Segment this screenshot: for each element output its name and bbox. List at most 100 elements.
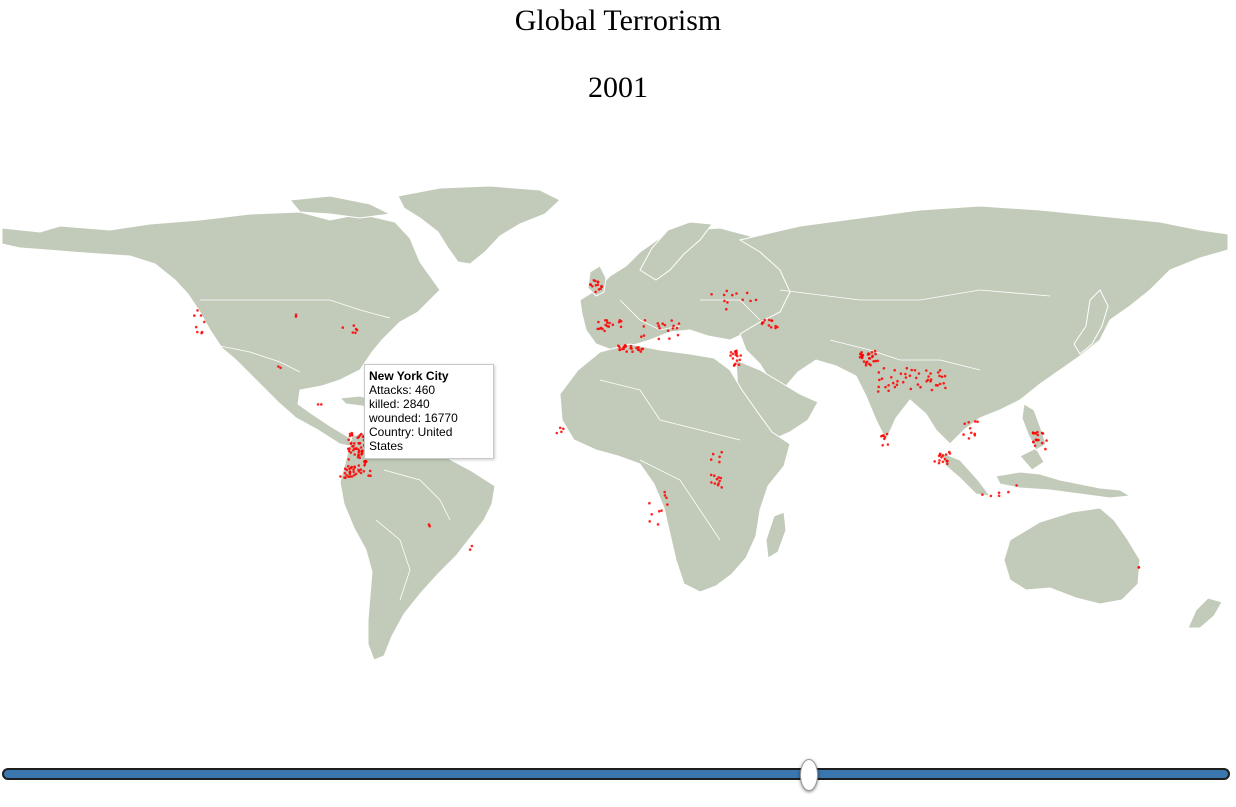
- attack-point[interactable]: [725, 307, 728, 311]
- attack-point[interactable]: [641, 347, 645, 351]
- attack-point[interactable]: [618, 345, 621, 349]
- attack-point[interactable]: [944, 453, 948, 456]
- attack-point[interactable]: [316, 403, 320, 406]
- attack-point[interactable]: [731, 357, 735, 360]
- attack-point[interactable]: [294, 313, 298, 317]
- attack-point[interactable]: [346, 465, 350, 468]
- attack-point[interactable]: [895, 383, 899, 387]
- attack-point[interactable]: [362, 470, 366, 473]
- attack-point[interactable]: [353, 447, 356, 451]
- attack-point[interactable]: [884, 385, 887, 389]
- attack-point[interactable]: [359, 471, 363, 475]
- attack-point[interactable]: [661, 322, 664, 326]
- attack-point[interactable]: [731, 293, 734, 297]
- attack-point[interactable]: [357, 453, 360, 457]
- attack-point[interactable]: [618, 348, 621, 352]
- attack-point[interactable]: [666, 329, 670, 333]
- attack-point[interactable]: [600, 284, 603, 288]
- attack-point[interactable]: [891, 381, 895, 385]
- attack-point[interactable]: [348, 434, 352, 438]
- attack-point[interactable]: [356, 455, 360, 459]
- attack-point[interactable]: [735, 292, 738, 295]
- attack-point[interactable]: [347, 438, 350, 442]
- attack-point[interactable]: [650, 513, 653, 516]
- attack-point[interactable]: [468, 548, 472, 551]
- year-slider-track[interactable]: [2, 768, 1230, 780]
- attack-point[interactable]: [722, 293, 726, 297]
- attack-point[interactable]: [880, 377, 884, 381]
- attack-point[interactable]: [352, 468, 355, 471]
- attack-point[interactable]: [348, 471, 352, 475]
- attack-point[interactable]: [676, 333, 680, 337]
- attack-point[interactable]: [741, 298, 744, 302]
- attack-point[interactable]: [594, 290, 597, 294]
- attack-point[interactable]: [648, 501, 651, 505]
- attack-point[interactable]: [1036, 430, 1039, 434]
- attack-point[interactable]: [715, 477, 719, 481]
- attack-point[interactable]: [294, 315, 298, 318]
- attack-point[interactable]: [599, 287, 602, 291]
- attack-point[interactable]: [885, 432, 889, 436]
- attack-point[interactable]: [774, 324, 777, 328]
- attack-point[interactable]: [657, 324, 661, 328]
- attack-point[interactable]: [656, 523, 660, 526]
- attack-point[interactable]: [864, 363, 868, 367]
- attack-point[interactable]: [368, 469, 372, 473]
- attack-point[interactable]: [642, 334, 646, 337]
- attack-point[interactable]: [196, 330, 199, 334]
- attack-point[interactable]: [639, 350, 643, 353]
- attack-point[interactable]: [1040, 441, 1044, 445]
- attack-point[interactable]: [739, 354, 742, 357]
- attack-point[interactable]: [618, 319, 622, 322]
- attack-point[interactable]: [870, 351, 874, 354]
- attack-point[interactable]: [769, 326, 773, 329]
- attack-point[interactable]: [917, 372, 921, 375]
- attack-point[interactable]: [938, 374, 941, 378]
- attack-point[interactable]: [1034, 438, 1038, 442]
- attack-point[interactable]: [767, 324, 771, 327]
- attack-point[interactable]: [562, 427, 565, 431]
- attack-point[interactable]: [899, 372, 903, 376]
- attack-point[interactable]: [968, 427, 972, 430]
- attack-point[interactable]: [675, 326, 679, 330]
- attack-point[interactable]: [878, 378, 881, 382]
- attack-point[interactable]: [339, 475, 342, 478]
- attack-point[interactable]: [916, 383, 920, 386]
- attack-point[interactable]: [470, 544, 474, 548]
- attack-point[interactable]: [937, 461, 941, 465]
- attack-point[interactable]: [925, 369, 928, 372]
- attack-point[interactable]: [353, 453, 357, 456]
- attack-point[interactable]: [353, 442, 356, 445]
- attack-point[interactable]: [713, 474, 716, 478]
- attack-point[interactable]: [596, 327, 599, 331]
- attack-point[interactable]: [997, 494, 1001, 498]
- attack-point[interactable]: [663, 323, 667, 327]
- attack-point[interactable]: [904, 372, 907, 376]
- attack-point[interactable]: [877, 385, 880, 389]
- attack-point[interactable]: [656, 322, 660, 325]
- attack-point[interactable]: [592, 279, 596, 282]
- attack-point[interactable]: [351, 445, 354, 448]
- attack-point[interactable]: [668, 337, 671, 340]
- attack-point[interactable]: [963, 422, 966, 426]
- attack-point[interactable]: [558, 426, 562, 430]
- attack-point[interactable]: [357, 448, 360, 451]
- attack-point[interactable]: [713, 482, 717, 485]
- attack-point[interactable]: [735, 359, 739, 362]
- attack-point[interactable]: [904, 376, 908, 379]
- attack-point[interactable]: [946, 462, 949, 466]
- attack-point[interactable]: [946, 459, 949, 463]
- attack-point[interactable]: [665, 496, 668, 500]
- attack-point[interactable]: [943, 457, 947, 461]
- attack-point[interactable]: [196, 309, 199, 312]
- attack-point[interactable]: [927, 375, 930, 378]
- attack-point[interactable]: [660, 509, 663, 512]
- attack-point[interactable]: [874, 359, 877, 363]
- attack-point[interactable]: [970, 431, 973, 435]
- attack-point[interactable]: [1031, 431, 1035, 434]
- attack-point[interactable]: [666, 503, 669, 506]
- attack-point[interactable]: [948, 452, 952, 455]
- attack-point[interactable]: [896, 379, 899, 383]
- attack-point[interactable]: [709, 473, 713, 477]
- year-slider-thumb[interactable]: [800, 759, 818, 791]
